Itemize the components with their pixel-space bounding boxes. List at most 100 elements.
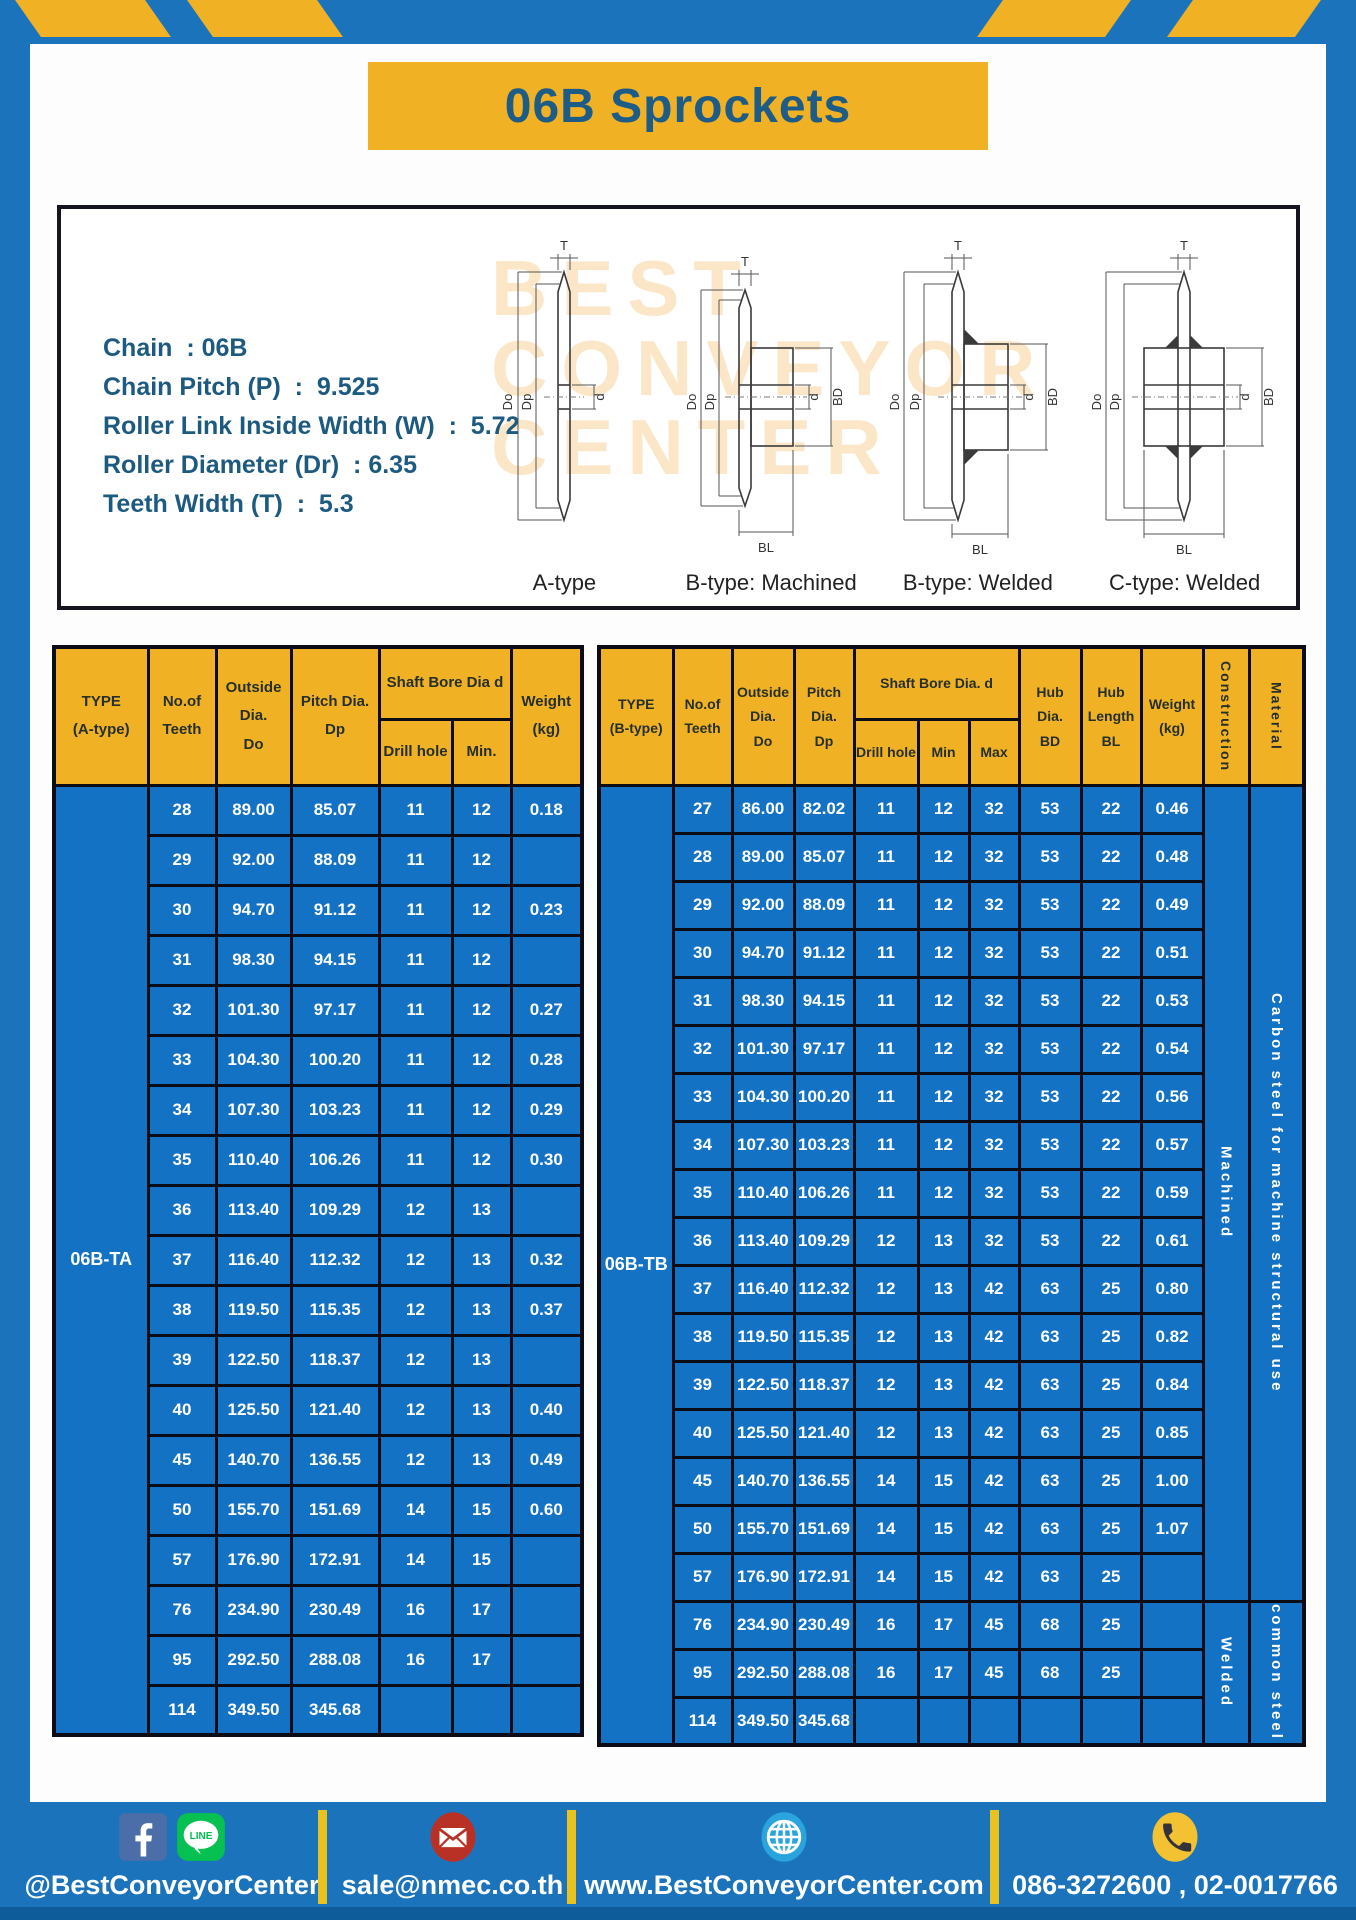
table-cell: 16 — [852, 1647, 920, 1699]
svg-text:BL: BL — [1176, 542, 1192, 557]
table-cell — [509, 1533, 584, 1587]
table-cell — [509, 1683, 584, 1737]
svg-text:T: T — [741, 254, 749, 269]
header-type-a: TYPE (A-type) — [52, 645, 150, 787]
table-cell: 32 — [671, 1023, 734, 1075]
page-title: 06B Sprockets — [504, 79, 852, 133]
table-cell: 100.20 — [289, 1033, 381, 1087]
table-cell: 22 — [1079, 831, 1143, 883]
table-cell: 110.40 — [214, 1133, 293, 1187]
table-cell: 45 — [671, 1455, 734, 1507]
table-cell: 12 — [450, 1083, 513, 1137]
table-cell: 98.30 — [214, 933, 293, 987]
svg-text:Do: Do — [888, 394, 902, 411]
table-cell: 53 — [1017, 1167, 1083, 1219]
table-cell — [509, 933, 584, 987]
spec-line-width: Roller Link Inside Width (W) : 5.72 — [103, 412, 520, 440]
table-cell: 63 — [1017, 1455, 1083, 1507]
table-cell: 115.35 — [792, 1311, 856, 1363]
table-cell: 35 — [671, 1167, 734, 1219]
table-cell: 32 — [146, 983, 218, 1037]
table-cell: 30 — [671, 927, 734, 979]
table-cell: 27 — [671, 783, 734, 835]
table-cell: 63 — [1017, 1359, 1083, 1411]
table-cell: 31 — [146, 933, 218, 987]
table-cell: 155.70 — [214, 1483, 293, 1537]
banner-stripe — [187, 0, 343, 37]
table-cell: 104.30 — [214, 1033, 293, 1087]
footer-bar: LINE @BestConveyorCenter sale@nmec.co.th — [0, 1802, 1356, 1920]
globe-icon[interactable] — [757, 1810, 811, 1864]
table-row: 76 234.90 230.49 16 17 — [54, 1583, 584, 1637]
table-cell: 14 — [852, 1455, 920, 1507]
table-cell: 0.84 — [1139, 1359, 1205, 1411]
table-cell: 76 — [671, 1599, 734, 1651]
email-icon[interactable] — [426, 1810, 480, 1864]
table-cell: 14 — [377, 1483, 454, 1537]
table-cell: 11 — [852, 1071, 920, 1123]
facebook-icon[interactable] — [117, 1811, 169, 1863]
table-cell: 0.46 — [1139, 783, 1205, 835]
line-icon[interactable]: LINE — [175, 1811, 227, 1863]
table-row: 34 107.30 103.23 11 12 32 53 22 0.57 — [599, 1119, 1304, 1171]
table-cell: 12 — [450, 983, 513, 1037]
table-cell: 32 — [967, 1215, 1021, 1267]
table-row: 35 110.40 106.26 11 12 0.30 — [54, 1133, 584, 1187]
table-cell: 115.35 — [289, 1283, 381, 1337]
table-row: 45 140.70 136.55 12 13 0.49 — [54, 1433, 584, 1487]
table-cell: 12 — [916, 1071, 971, 1123]
footer-divider — [990, 1810, 999, 1904]
footer-social-handle[interactable]: @BestConveyorCenter — [24, 1870, 320, 1900]
table-cell: 11 — [377, 983, 454, 1037]
table-cell: 45 — [146, 1433, 218, 1487]
table-row: 50 155.70 151.69 14 15 0.60 — [54, 1483, 584, 1537]
sprocket-drawing-c-welded: T Do — [1092, 238, 1276, 557]
table-cell: 11 — [852, 831, 920, 883]
table-row: 57 176.90 172.91 14 15 — [54, 1533, 584, 1587]
table-cell: 0.57 — [1139, 1119, 1205, 1171]
banner-stripe — [15, 0, 171, 37]
table-cell: 121.40 — [792, 1407, 856, 1459]
table-cell — [1017, 1695, 1083, 1747]
table-cell: 119.50 — [730, 1311, 796, 1363]
table-cell: 107.30 — [214, 1083, 293, 1137]
table-cell: 82.02 — [792, 783, 856, 835]
table-cell: 11 — [377, 1133, 454, 1187]
diagram-b-welded: T Do — [875, 217, 1082, 602]
table-cell: 12 — [852, 1359, 920, 1411]
table-cell: 32 — [967, 879, 1021, 931]
table-cell: 25 — [1079, 1647, 1143, 1699]
table-cell: 29 — [671, 879, 734, 931]
table-cell: 122.50 — [214, 1333, 293, 1387]
table-cell: 12 — [916, 1119, 971, 1171]
table-cell: 36 — [671, 1215, 734, 1267]
table-cell: 155.70 — [730, 1503, 796, 1555]
table-cell: 32 — [967, 783, 1021, 835]
header-weight: Weight (kg) — [1139, 645, 1205, 787]
svg-text:d: d — [592, 393, 607, 400]
diagram-b-machined: T Do Dp — [668, 217, 875, 602]
table-cell: 30 — [146, 883, 218, 937]
table-cell: 13 — [916, 1215, 971, 1267]
footer-website-url[interactable]: www.BestConveyorCenter.com — [584, 1870, 984, 1900]
phone-icon[interactable] — [1148, 1810, 1202, 1864]
table-cell: 109.29 — [289, 1183, 381, 1237]
banner-stripe — [977, 0, 1131, 37]
header-hub-length: Hub Length BL — [1079, 645, 1143, 787]
table-cell: 288.08 — [289, 1633, 381, 1687]
table-cell: 101.30 — [214, 983, 293, 1037]
svg-text:T: T — [954, 238, 962, 253]
table-cell: 12 — [916, 927, 971, 979]
table-cell: 13 — [450, 1183, 513, 1237]
table-cell: 33 — [146, 1033, 218, 1087]
table-b-type: TYPE (B-type) No.of Teeth Outside Dia. D… — [597, 645, 1307, 1747]
table-cell: 53 — [1017, 1071, 1083, 1123]
table-cell — [1079, 1695, 1143, 1747]
footer-email-address[interactable]: sale@nmec.co.th — [341, 1870, 564, 1900]
table-cell: 11 — [377, 933, 454, 987]
header-material: Material — [1247, 645, 1306, 787]
table-cell: 32 — [967, 975, 1021, 1027]
table-cell: 89.00 — [730, 831, 796, 883]
table-cell — [967, 1695, 1021, 1747]
footer-phone-numbers[interactable]: 086-3272600 , 02-0017766 — [1012, 1870, 1338, 1900]
